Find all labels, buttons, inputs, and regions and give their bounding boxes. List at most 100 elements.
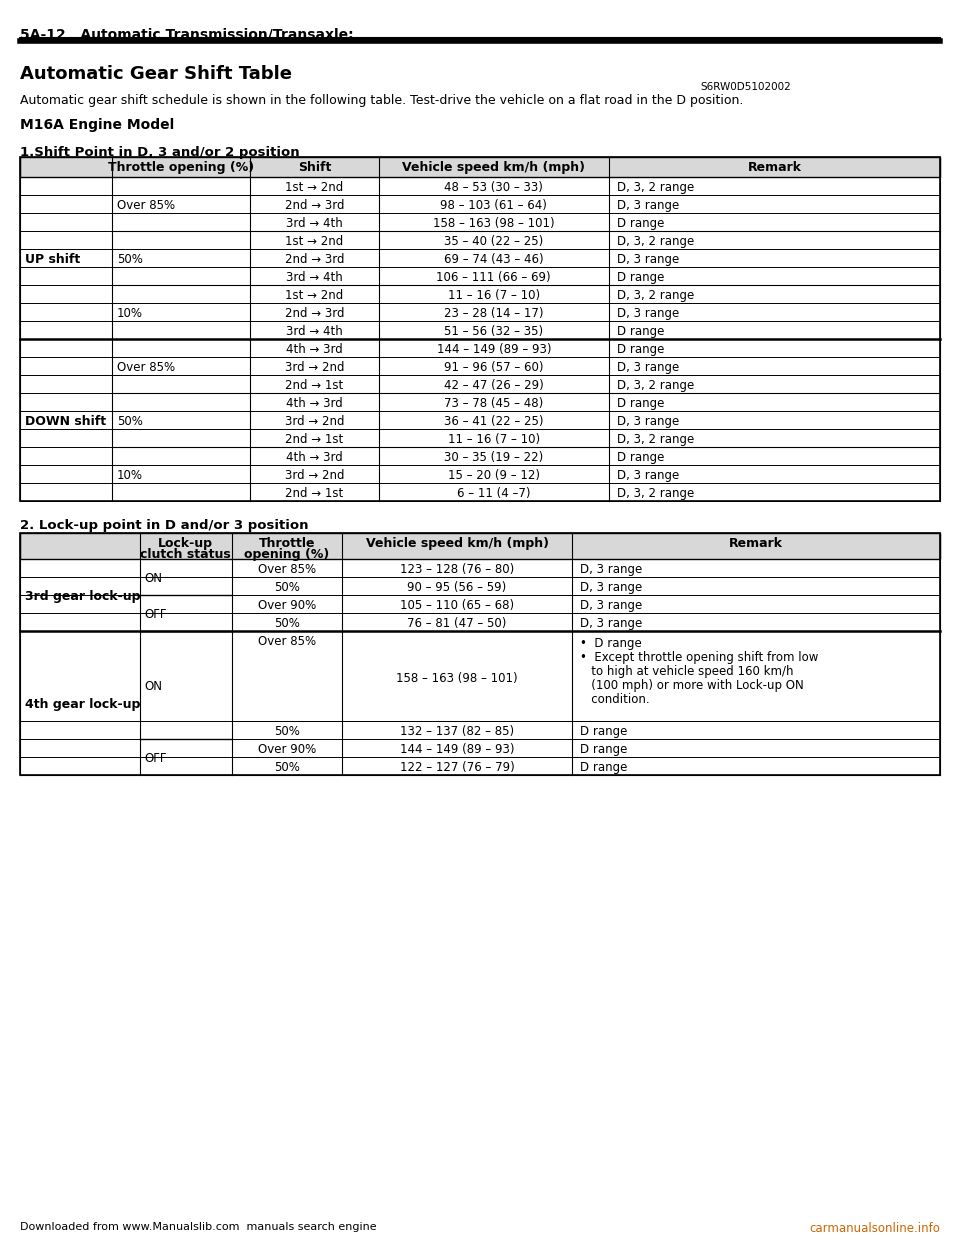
Text: 4th → 3rd: 4th → 3rd bbox=[286, 343, 343, 356]
Text: Remark: Remark bbox=[748, 161, 802, 174]
Text: Throttle opening (%): Throttle opening (%) bbox=[108, 161, 254, 174]
Text: condition.: condition. bbox=[580, 693, 650, 705]
Text: M16A Engine Model: M16A Engine Model bbox=[20, 118, 175, 132]
Text: DOWN shift: DOWN shift bbox=[25, 415, 107, 428]
Text: 2nd → 3rd: 2nd → 3rd bbox=[285, 253, 344, 266]
Bar bbox=[20, 533, 940, 559]
Text: 50%: 50% bbox=[117, 253, 143, 266]
Text: D, 3, 2 range: D, 3, 2 range bbox=[616, 487, 694, 501]
Text: 15 – 20 (9 – 12): 15 – 20 (9 – 12) bbox=[447, 469, 540, 482]
Text: 2nd → 1st: 2nd → 1st bbox=[285, 379, 344, 392]
Text: 10%: 10% bbox=[117, 469, 143, 482]
Text: Remark: Remark bbox=[729, 537, 783, 550]
Text: D range: D range bbox=[580, 761, 628, 774]
Text: •  Except throttle opening shift from low: • Except throttle opening shift from low bbox=[580, 651, 818, 664]
Text: 76 – 81 (47 – 50): 76 – 81 (47 – 50) bbox=[407, 617, 507, 630]
Text: Automatic gear shift schedule is shown in the following table. Test-drive the ve: Automatic gear shift schedule is shown i… bbox=[20, 94, 743, 107]
Bar bbox=[20, 533, 940, 775]
Text: 50%: 50% bbox=[274, 617, 300, 630]
Text: D range: D range bbox=[616, 217, 664, 230]
Text: 106 – 111 (66 – 69): 106 – 111 (66 – 69) bbox=[437, 271, 551, 284]
Text: D, 3 range: D, 3 range bbox=[580, 581, 642, 594]
Text: Vehicle speed km/h (mph): Vehicle speed km/h (mph) bbox=[402, 161, 586, 174]
Text: Over 85%: Over 85% bbox=[257, 635, 316, 648]
Text: 50%: 50% bbox=[274, 581, 300, 594]
Text: 2. Lock-up point in D and/or 3 position: 2. Lock-up point in D and/or 3 position bbox=[20, 519, 308, 532]
Text: D, 3 range: D, 3 range bbox=[616, 199, 679, 212]
Text: Shift: Shift bbox=[298, 161, 331, 174]
Text: (100 mph) or more with Lock-up ON: (100 mph) or more with Lock-up ON bbox=[580, 679, 804, 692]
Text: to high at vehicle speed 160 km/h: to high at vehicle speed 160 km/h bbox=[580, 664, 794, 678]
Text: D range: D range bbox=[580, 743, 628, 756]
Text: D, 3 range: D, 3 range bbox=[580, 617, 642, 630]
Text: 3rd → 4th: 3rd → 4th bbox=[286, 217, 343, 230]
Text: D, 3 range: D, 3 range bbox=[616, 415, 679, 428]
Text: 158 – 163 (98 – 101): 158 – 163 (98 – 101) bbox=[396, 672, 517, 686]
Text: ON: ON bbox=[145, 681, 162, 693]
Text: Throttle: Throttle bbox=[258, 537, 315, 550]
Text: 10%: 10% bbox=[117, 307, 143, 320]
Text: 1st → 2nd: 1st → 2nd bbox=[285, 289, 344, 302]
Text: 73 – 78 (45 – 48): 73 – 78 (45 – 48) bbox=[444, 397, 543, 410]
Text: 98 – 103 (61 – 64): 98 – 103 (61 – 64) bbox=[441, 199, 547, 212]
Text: OFF: OFF bbox=[145, 751, 167, 765]
Text: Over 85%: Over 85% bbox=[257, 563, 316, 576]
Text: 4th → 3rd: 4th → 3rd bbox=[286, 451, 343, 465]
Text: 1st → 2nd: 1st → 2nd bbox=[285, 181, 344, 194]
Text: 42 – 47 (26 – 29): 42 – 47 (26 – 29) bbox=[444, 379, 543, 392]
Text: Automatic Gear Shift Table: Automatic Gear Shift Table bbox=[20, 65, 292, 83]
Text: D range: D range bbox=[616, 343, 664, 356]
Text: D, 3, 2 range: D, 3, 2 range bbox=[616, 379, 694, 392]
Text: Vehicle speed km/h (mph): Vehicle speed km/h (mph) bbox=[366, 537, 548, 550]
Text: 35 – 40 (22 – 25): 35 – 40 (22 – 25) bbox=[444, 235, 543, 248]
Text: D, 3 range: D, 3 range bbox=[616, 469, 679, 482]
Text: D range: D range bbox=[616, 397, 664, 410]
Text: 36 – 41 (22 – 25): 36 – 41 (22 – 25) bbox=[444, 415, 543, 428]
Text: 91 – 96 (57 – 60): 91 – 96 (57 – 60) bbox=[444, 361, 543, 374]
Text: Lock-up: Lock-up bbox=[158, 537, 213, 550]
Text: 132 – 137 (82 – 85): 132 – 137 (82 – 85) bbox=[400, 725, 514, 738]
Text: Over 90%: Over 90% bbox=[257, 743, 316, 756]
Text: 144 – 149 (89 – 93): 144 – 149 (89 – 93) bbox=[437, 343, 551, 356]
Text: opening (%): opening (%) bbox=[244, 548, 329, 561]
Text: 50%: 50% bbox=[274, 725, 300, 738]
Text: 50%: 50% bbox=[274, 761, 300, 774]
Text: 2nd → 3rd: 2nd → 3rd bbox=[285, 307, 344, 320]
Text: ON: ON bbox=[145, 573, 162, 585]
Text: 6 – 11 (4 –7): 6 – 11 (4 –7) bbox=[457, 487, 531, 501]
Text: D, 3 range: D, 3 range bbox=[616, 253, 679, 266]
Text: D, 3, 2 range: D, 3, 2 range bbox=[616, 289, 694, 302]
Text: 50%: 50% bbox=[117, 415, 143, 428]
Text: 4th → 3rd: 4th → 3rd bbox=[286, 397, 343, 410]
Text: 30 – 35 (19 – 22): 30 – 35 (19 – 22) bbox=[444, 451, 543, 465]
Bar bbox=[20, 156, 940, 178]
Text: 1st → 2nd: 1st → 2nd bbox=[285, 235, 344, 248]
Text: Over 85%: Over 85% bbox=[117, 361, 175, 374]
Text: 3rd → 4th: 3rd → 4th bbox=[286, 271, 343, 284]
Text: D, 3, 2 range: D, 3, 2 range bbox=[616, 181, 694, 194]
Text: 2nd → 1st: 2nd → 1st bbox=[285, 487, 344, 501]
Text: OFF: OFF bbox=[145, 609, 167, 621]
Text: D range: D range bbox=[616, 271, 664, 284]
Text: 23 – 28 (14 – 17): 23 – 28 (14 – 17) bbox=[444, 307, 543, 320]
Text: 51 – 56 (32 – 35): 51 – 56 (32 – 35) bbox=[444, 325, 543, 338]
Text: D, 3, 2 range: D, 3, 2 range bbox=[616, 235, 694, 248]
Text: Over 90%: Over 90% bbox=[257, 599, 316, 612]
Text: 3rd → 2nd: 3rd → 2nd bbox=[285, 415, 344, 428]
Text: 48 – 53 (30 – 33): 48 – 53 (30 – 33) bbox=[444, 181, 543, 194]
Text: Downloaded from www.Manualslib.com  manuals search engine: Downloaded from www.Manualslib.com manua… bbox=[20, 1222, 376, 1232]
Text: 69 – 74 (43 – 46): 69 – 74 (43 – 46) bbox=[444, 253, 543, 266]
Text: D range: D range bbox=[616, 451, 664, 465]
Text: 90 – 95 (56 – 59): 90 – 95 (56 – 59) bbox=[407, 581, 507, 594]
Text: 123 – 128 (76 – 80): 123 – 128 (76 – 80) bbox=[400, 563, 515, 576]
Text: 3rd → 4th: 3rd → 4th bbox=[286, 325, 343, 338]
Text: 105 – 110 (65 – 68): 105 – 110 (65 – 68) bbox=[400, 599, 514, 612]
Text: D, 3 range: D, 3 range bbox=[616, 307, 679, 320]
Text: 5A-12   Automatic Transmission/Transaxle:: 5A-12 Automatic Transmission/Transaxle: bbox=[20, 29, 353, 42]
Text: Over 85%: Over 85% bbox=[117, 199, 175, 212]
Text: clutch status: clutch status bbox=[140, 548, 231, 561]
Bar bbox=[20, 156, 940, 501]
Text: carmanualsonline.info: carmanualsonline.info bbox=[809, 1222, 940, 1235]
Text: 1.Shift Point in D, 3 and/or 2 position: 1.Shift Point in D, 3 and/or 2 position bbox=[20, 147, 300, 159]
Text: 158 – 163 (98 – 101): 158 – 163 (98 – 101) bbox=[433, 217, 555, 230]
